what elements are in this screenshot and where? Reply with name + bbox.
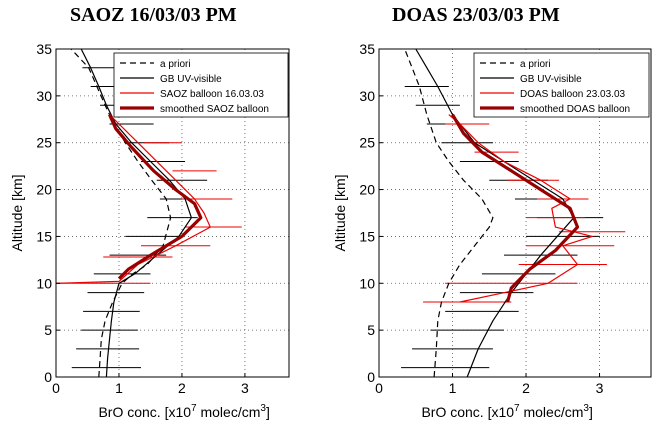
chart-title-doas: DOAS 23/03/03 PM <box>392 4 560 26</box>
series-line-2 <box>55 114 211 284</box>
legend-label-3: smoothed DOAS balloon <box>520 104 630 115</box>
legend-label-1: GB UV-visible <box>160 74 222 85</box>
y-axis-label: Altitude [km] <box>9 174 25 251</box>
series-line-1 <box>415 48 575 378</box>
y-tick-label: 30 <box>359 88 375 104</box>
x-axis-label-part: BrO conc. [x10 <box>421 404 514 420</box>
legend-label-3: smoothed SAOZ balloon <box>160 104 269 115</box>
x-axis-label-superscript: 3 <box>260 403 266 414</box>
x-tick-label: 0 <box>52 380 60 396</box>
y-tick-label: 25 <box>359 135 375 151</box>
legend-label-2: SAOZ balloon 16.03.03 <box>160 89 264 100</box>
y-tick-label: 15 <box>359 228 375 244</box>
x-tick-label: 1 <box>115 380 123 396</box>
x-axis-label: BrO conc. [x107 molec/cm3] <box>421 403 592 420</box>
series-line-2 <box>448 114 593 303</box>
y-tick-label: 35 <box>36 41 52 57</box>
x-tick-label: 0 <box>375 380 383 396</box>
y-tick-label: 15 <box>36 228 52 244</box>
x-tick-label: 1 <box>449 380 457 396</box>
y-tick-label: 10 <box>359 275 375 291</box>
y-tick-label: 20 <box>359 182 375 198</box>
plot-frame <box>378 48 652 378</box>
series-line-0 <box>404 48 494 378</box>
x-tick-label: 2 <box>178 380 186 396</box>
legend-label-1: GB UV-visible <box>520 74 582 85</box>
series-line-3 <box>451 113 580 303</box>
y-tick-label: 35 <box>359 41 375 57</box>
x-axis-label-part: molec/cm <box>197 404 261 420</box>
y-tick-label: 25 <box>36 135 52 151</box>
legend-label-2: DOAS balloon 23.03.03 <box>520 89 626 100</box>
x-axis-label-part: ] <box>589 404 593 420</box>
chart-title-saoz: SAOZ 16/03/03 PM <box>70 4 237 26</box>
y-tick-label: 0 <box>44 369 52 385</box>
legend-box <box>473 52 650 118</box>
series-line-0 <box>70 48 172 378</box>
x-axis-label-superscript: 3 <box>583 403 589 414</box>
y-tick-label: 5 <box>44 322 52 338</box>
legend-label-0: a priori <box>160 59 191 70</box>
x-axis-label-superscript: 7 <box>191 403 197 414</box>
x-axis-label: BrO conc. [x107 molec/cm3] <box>98 403 269 420</box>
y-tick-label: 5 <box>367 322 375 338</box>
legend-box <box>113 52 289 118</box>
x-axis-label-part: molec/cm <box>520 404 584 420</box>
x-axis-label-superscript: 7 <box>514 403 520 414</box>
y-tick-label: 10 <box>36 275 52 291</box>
legend-label-0: a priori <box>520 59 551 70</box>
x-axis-label-part: BrO conc. [x10 <box>98 404 191 420</box>
x-tick-label: 3 <box>596 380 604 396</box>
y-tick-label: 0 <box>367 369 375 385</box>
series-line-1 <box>80 48 192 378</box>
series-line-3 <box>108 113 203 280</box>
y-tick-label: 30 <box>36 88 52 104</box>
x-tick-label: 3 <box>241 380 249 396</box>
x-axis-label-part: ] <box>266 404 270 420</box>
plot-frame <box>55 48 290 378</box>
y-tick-label: 20 <box>36 182 52 198</box>
y-axis-label: Altitude [km] <box>332 174 348 251</box>
x-tick-label: 2 <box>522 380 530 396</box>
